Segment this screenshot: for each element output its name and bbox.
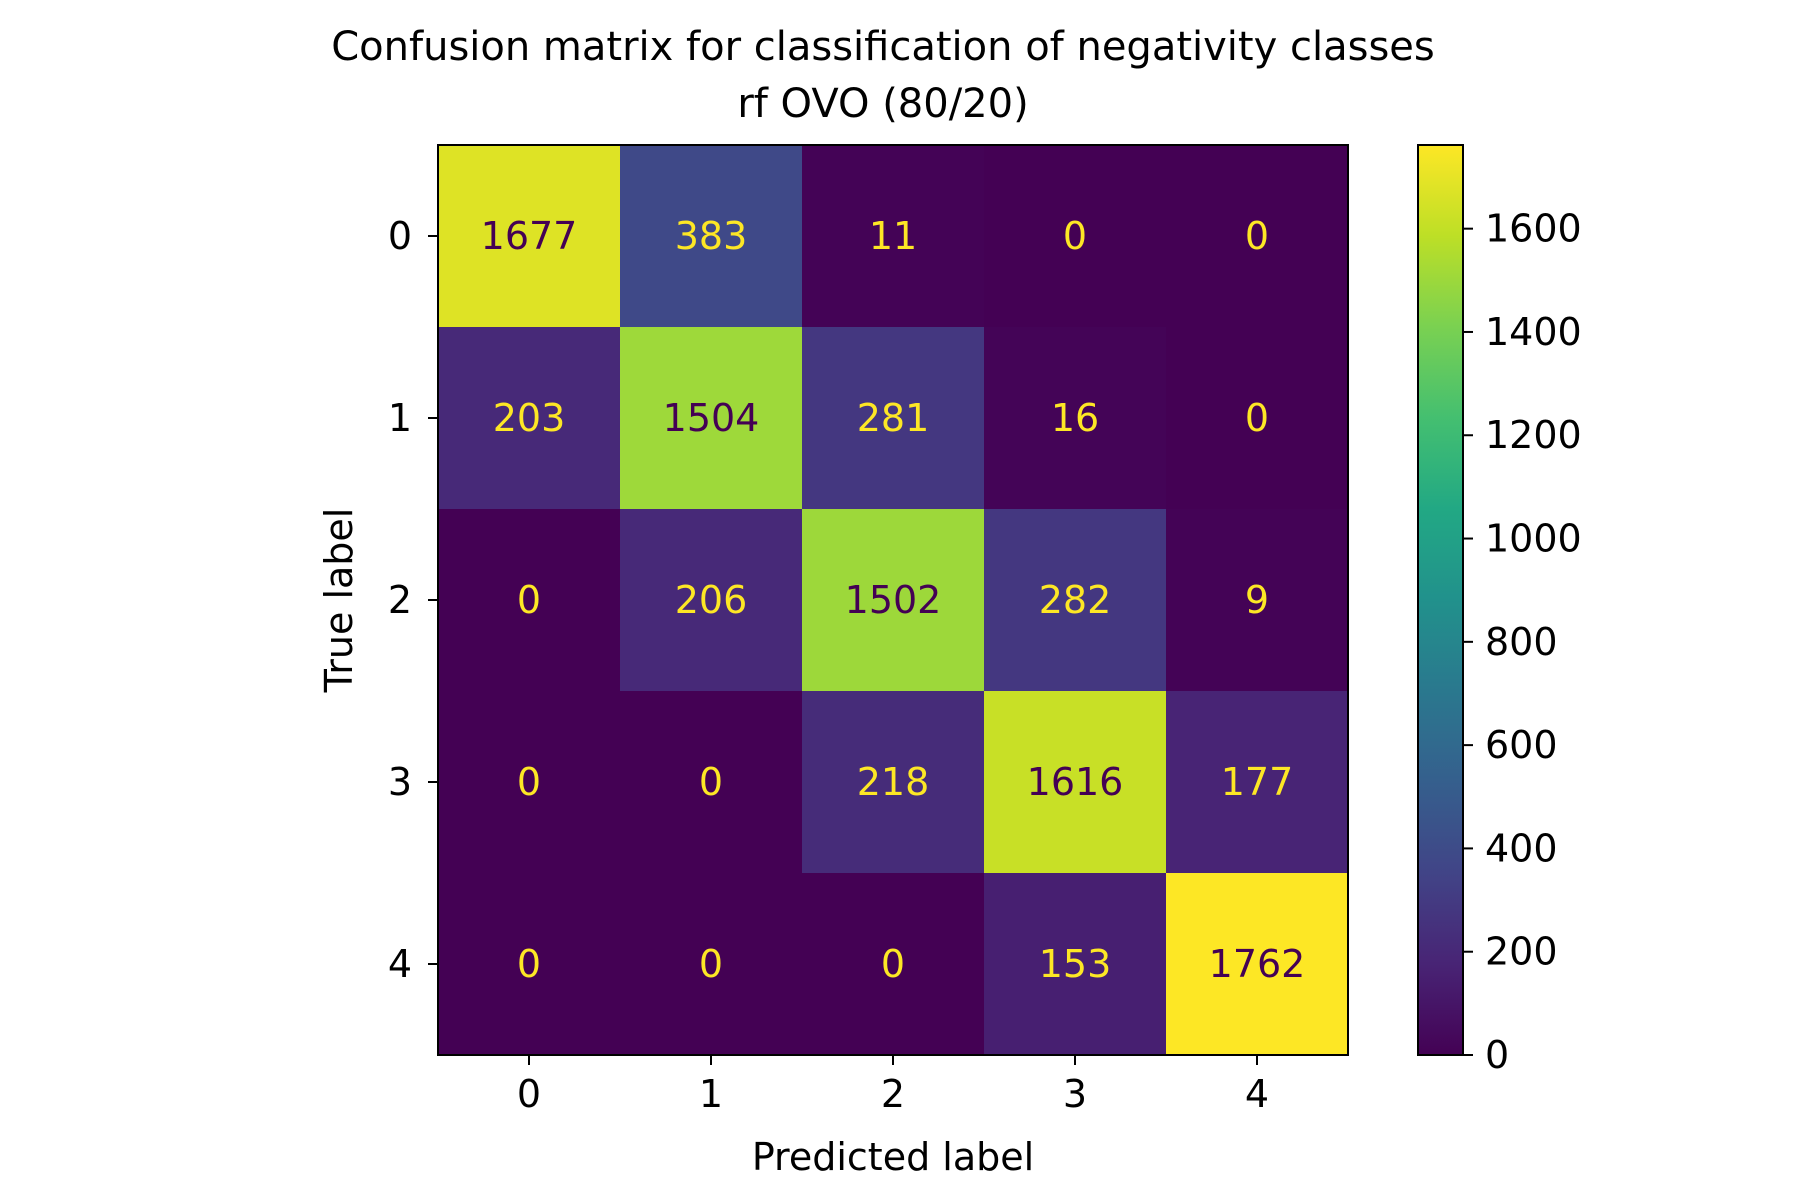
colorbar-tick-label: 1600 (1485, 207, 1582, 251)
cell-value-label: 203 (493, 396, 566, 440)
matrix-cell (802, 873, 985, 1056)
cell-value-label: 0 (1245, 214, 1269, 258)
colorbar-tick-label: 600 (1485, 723, 1558, 767)
cell-value-label: 0 (517, 760, 541, 804)
cell-value-label: 282 (1039, 578, 1112, 622)
colorbar-tick-label: 200 (1485, 930, 1558, 974)
x-tick-label: 4 (1245, 1072, 1269, 1116)
x-tick-label: 0 (517, 1072, 541, 1116)
cell-value-label: 281 (857, 396, 930, 440)
x-axis-ticks: 0 1 2 3 4 (517, 1055, 1269, 1116)
colorbar-ticks: 0 200 400 600 800 1000 1200 1400 1600 (1463, 207, 1582, 1077)
cell-value-label: 1502 (845, 578, 942, 622)
cell-value-label: 1677 (481, 214, 578, 258)
matrix-cell (620, 145, 803, 328)
colorbar-tick-label: 400 (1485, 826, 1558, 870)
chart-subtitle: rf OVO (80/20) (737, 81, 1028, 127)
matrix-cell (802, 145, 985, 328)
cell-value-label: 0 (1245, 396, 1269, 440)
matrix-cell (1166, 691, 1349, 874)
cell-value-label: 153 (1039, 942, 1112, 986)
y-tick-label: 1 (388, 396, 412, 440)
matrix-cell (1166, 327, 1349, 510)
matrix-cell (802, 509, 985, 692)
matrix-cell (984, 691, 1167, 874)
matrix-cell (438, 873, 621, 1056)
matrix-cell (802, 691, 985, 874)
x-tick-label: 3 (1063, 1072, 1087, 1116)
x-axis-label: Predicted label (752, 1135, 1034, 1179)
matrix-cell (438, 145, 621, 328)
matrix-cell (984, 509, 1167, 692)
matrix-cell (984, 145, 1167, 328)
y-tick-label: 0 (388, 214, 412, 258)
matrix-cell-labels: 1677 383 11 0 0 203 1504 281 16 0 0 206 1502 282 9 0 0 21… (481, 214, 1306, 986)
matrix-cell (620, 691, 803, 874)
cell-value-label: 0 (1063, 214, 1087, 258)
matrix-cells (438, 145, 1349, 1056)
y-axis-label: True label (317, 508, 361, 694)
y-axis-ticks: 0 1 2 3 4 (388, 214, 438, 986)
matrix-cell (620, 327, 803, 510)
cell-value-label: 1762 (1209, 942, 1306, 986)
chart-title: Confusion matrix for classification of n… (331, 24, 1434, 70)
colorbar-tick-label: 1200 (1485, 413, 1582, 457)
colorbar-tick-label: 1400 (1485, 310, 1582, 354)
colorbar-tick-label: 1000 (1485, 517, 1582, 561)
cell-value-label: 16 (1051, 396, 1099, 440)
matrix-cell (438, 691, 621, 874)
cell-value-label: 0 (881, 942, 905, 986)
cell-value-label: 383 (675, 214, 748, 258)
x-tick-label: 1 (699, 1072, 723, 1116)
x-tick-label: 2 (881, 1072, 905, 1116)
colorbar-tick-label: 800 (1485, 620, 1558, 664)
y-tick-label: 2 (388, 578, 412, 622)
matrix-cell (1166, 509, 1349, 692)
y-tick-label: 4 (388, 942, 412, 986)
cell-value-label: 1616 (1027, 760, 1124, 804)
matrix-cell (438, 509, 621, 692)
matrix-cell (620, 873, 803, 1056)
cell-value-label: 9 (1245, 578, 1269, 622)
matrix-cell (1166, 873, 1349, 1056)
colorbar (1417, 144, 1464, 1056)
matrix-cell (984, 873, 1167, 1056)
matrix-cell (802, 327, 985, 510)
cell-value-label: 0 (699, 760, 723, 804)
cell-value-label: 11 (869, 214, 917, 258)
cell-value-label: 206 (675, 578, 748, 622)
cell-value-label: 0 (517, 578, 541, 622)
matrix-cell (620, 509, 803, 692)
matrix-cell (1166, 145, 1349, 328)
cell-value-label: 0 (699, 942, 723, 986)
cell-value-label: 0 (517, 942, 541, 986)
cell-value-label: 1504 (663, 396, 760, 440)
matrix-cell (438, 327, 621, 510)
matrix-cell (984, 327, 1167, 510)
y-tick-label: 3 (388, 760, 412, 804)
colorbar-tick-label: 0 (1485, 1033, 1509, 1077)
cell-value-label: 218 (857, 760, 930, 804)
cell-value-label: 177 (1221, 760, 1294, 804)
